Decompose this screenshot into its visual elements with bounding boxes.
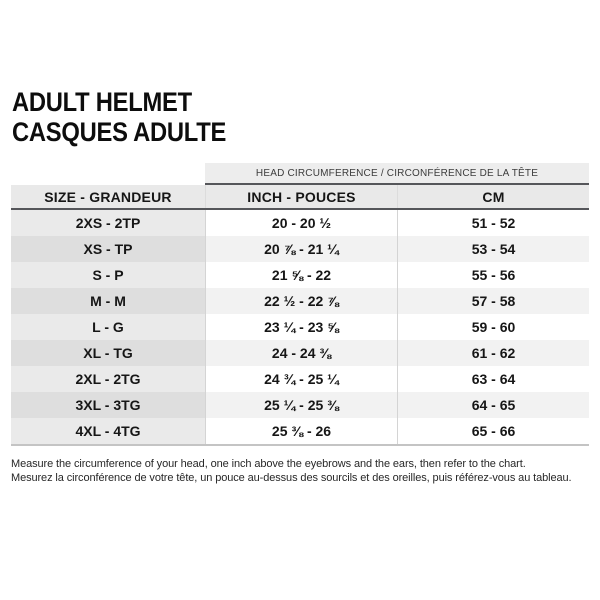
size-cell: L - G [11, 314, 205, 340]
inch-cell: 24 ¾ - 25 ¼ [205, 366, 397, 392]
inch-cell: 24 - 24 ⅜ [205, 340, 397, 366]
cm-cell: 61 - 62 [397, 340, 589, 366]
size-cell: 4XL - 4TG [11, 418, 205, 444]
size-table: HEAD CIRCUMFERENCE / CIRCONFÉRENCE DE LA… [11, 163, 589, 446]
footer-note-en: Measure the circumference of your head, … [11, 458, 526, 470]
size-cell: M - M [11, 288, 205, 314]
inch-cell: 23 ¼ - 23 ⅝ [205, 314, 397, 340]
size-cell: 2XL - 2TG [11, 366, 205, 392]
table-header-row: SIZE - GRANDEUR INCH - POUCES CM [11, 185, 589, 210]
inch-cell: 22 ½ - 22 ⅞ [205, 288, 397, 314]
size-cell: S - P [11, 262, 205, 288]
inch-cell: 21 ⅝ - 22 [205, 262, 397, 288]
size-cell: XS - TP [11, 236, 205, 262]
table-row: 4XL - 4TG 25 ⅜ - 26 65 - 66 [11, 418, 589, 444]
cm-cell: 64 - 65 [397, 392, 589, 418]
size-cell: XL - TG [11, 340, 205, 366]
table-row: 3XL - 3TG 25 ¼ - 25 ⅜ 64 - 65 [11, 392, 589, 418]
table-body: 2XS - 2TP 20 - 20 ½ 51 - 52 XS - TP 20 ⅞… [11, 210, 589, 446]
inch-cell: 20 ⅞ - 21 ¼ [205, 236, 397, 262]
cm-cell: 53 - 54 [397, 236, 589, 262]
size-cell: 3XL - 3TG [11, 392, 205, 418]
page-title-fr: CASQUES ADULTE [12, 117, 227, 147]
inch-cell: 20 - 20 ½ [205, 210, 397, 236]
cm-cell: 51 - 52 [397, 210, 589, 236]
inch-cell: 25 ⅜ - 26 [205, 418, 397, 444]
head-circumference-banner: HEAD CIRCUMFERENCE / CIRCONFÉRENCE DE LA… [205, 163, 589, 185]
cm-cell: 55 - 56 [397, 262, 589, 288]
cm-cell: 63 - 64 [397, 366, 589, 392]
footer-note-fr: Mesurez la circonférence de votre tête, … [11, 472, 572, 484]
column-header-size: SIZE - GRANDEUR [44, 188, 172, 205]
page-title-en: ADULT HELMET [12, 87, 192, 117]
inch-cell: 25 ¼ - 25 ⅜ [205, 392, 397, 418]
banner-spacer [11, 163, 205, 185]
table-row: XS - TP 20 ⅞ - 21 ¼ 53 - 54 [11, 236, 589, 262]
table-row: M - M 22 ½ - 22 ⅞ 57 - 58 [11, 288, 589, 314]
table-banner-row: HEAD CIRCUMFERENCE / CIRCONFÉRENCE DE LA… [11, 163, 589, 185]
table-row: L - G 23 ¼ - 23 ⅝ 59 - 60 [11, 314, 589, 340]
cm-cell: 65 - 66 [397, 418, 589, 444]
table-row: 2XL - 2TG 24 ¾ - 25 ¼ 63 - 64 [11, 366, 589, 392]
column-header-inch: INCH - POUCES [205, 185, 397, 208]
table-row: XL - TG 24 - 24 ⅜ 61 - 62 [11, 340, 589, 366]
cm-cell: 59 - 60 [397, 314, 589, 340]
column-header-cm: CM [397, 185, 589, 208]
size-cell: 2XS - 2TP [11, 210, 205, 236]
table-row: 2XS - 2TP 20 - 20 ½ 51 - 52 [11, 210, 589, 236]
footer-note: Measure the circumference of your head, … [11, 457, 572, 485]
cm-cell: 57 - 58 [397, 288, 589, 314]
table-row: S - P 21 ⅝ - 22 55 - 56 [11, 262, 589, 288]
page-title: ADULT HELMET CASQUES ADULTE [12, 87, 226, 147]
